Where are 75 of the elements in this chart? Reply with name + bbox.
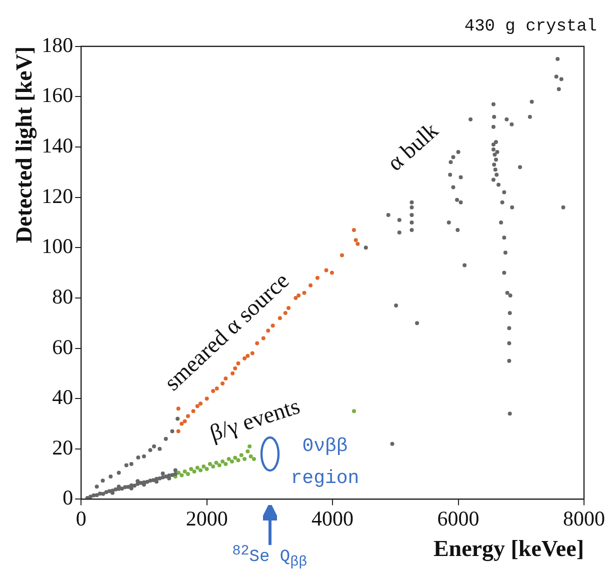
point xyxy=(226,456,231,461)
x-tick-label: 4000 xyxy=(312,506,354,530)
point xyxy=(248,454,253,458)
y-tick-label: 140 xyxy=(42,134,74,158)
annotation: α bulk xyxy=(382,118,444,176)
point xyxy=(352,409,356,414)
point xyxy=(236,458,240,462)
point xyxy=(182,470,187,474)
point xyxy=(182,419,187,424)
point xyxy=(315,276,320,280)
point xyxy=(191,409,196,414)
point xyxy=(242,456,247,461)
y-tick-label: 160 xyxy=(42,83,74,108)
y-tick-label: 20 xyxy=(52,435,74,460)
point xyxy=(204,467,209,472)
point xyxy=(230,371,235,376)
point xyxy=(242,356,247,360)
point xyxy=(266,328,270,333)
point xyxy=(352,228,356,232)
point xyxy=(308,283,313,288)
point xyxy=(246,449,250,454)
point xyxy=(198,468,203,472)
point xyxy=(220,459,225,464)
point xyxy=(250,351,254,356)
point xyxy=(354,238,358,242)
point xyxy=(236,361,240,366)
point xyxy=(239,453,244,458)
point xyxy=(186,414,190,418)
point xyxy=(261,336,266,340)
point xyxy=(302,290,306,295)
point xyxy=(340,253,344,258)
point xyxy=(195,466,200,470)
point xyxy=(330,270,334,275)
point xyxy=(233,456,238,460)
point xyxy=(189,467,194,472)
x-axis-title: Energy [keVee] xyxy=(433,536,584,562)
point xyxy=(255,341,260,346)
point xyxy=(233,366,238,370)
point xyxy=(211,464,216,468)
point xyxy=(270,324,275,328)
y-tick-label: 0 xyxy=(62,486,74,510)
point xyxy=(192,470,196,474)
x-tick-label: 8000 xyxy=(563,506,605,530)
point xyxy=(204,396,209,401)
point xyxy=(217,463,222,468)
y-tick-label: 120 xyxy=(42,184,74,208)
point xyxy=(186,472,190,476)
y-axis-title: Detected light [keV] xyxy=(12,46,38,244)
point xyxy=(324,268,328,272)
point xyxy=(252,456,256,461)
point xyxy=(176,429,180,434)
text: $^{82}$Se Q$_{ββ}$ xyxy=(232,544,308,571)
point xyxy=(198,402,203,406)
point xyxy=(296,293,301,298)
x-tick-label: 6000 xyxy=(437,506,480,530)
y-tick-label: 100 xyxy=(42,234,74,258)
point xyxy=(248,444,252,448)
point xyxy=(246,354,250,358)
point xyxy=(294,296,298,300)
y-tick-label: 80 xyxy=(52,284,74,308)
point xyxy=(214,460,218,465)
point xyxy=(224,462,228,466)
y-tick-label: 180 xyxy=(42,32,74,57)
point xyxy=(180,422,184,426)
y-tick-label: 40 xyxy=(52,385,74,410)
point xyxy=(208,462,212,466)
chart-title: 430 g crystal xyxy=(464,18,597,37)
point xyxy=(356,242,360,246)
point xyxy=(176,406,180,411)
point xyxy=(230,459,234,464)
y-tick-label: 60 xyxy=(52,334,74,359)
point xyxy=(202,464,206,468)
point xyxy=(195,404,200,408)
x-tick-label: 2000 xyxy=(186,506,228,530)
point xyxy=(180,473,184,478)
